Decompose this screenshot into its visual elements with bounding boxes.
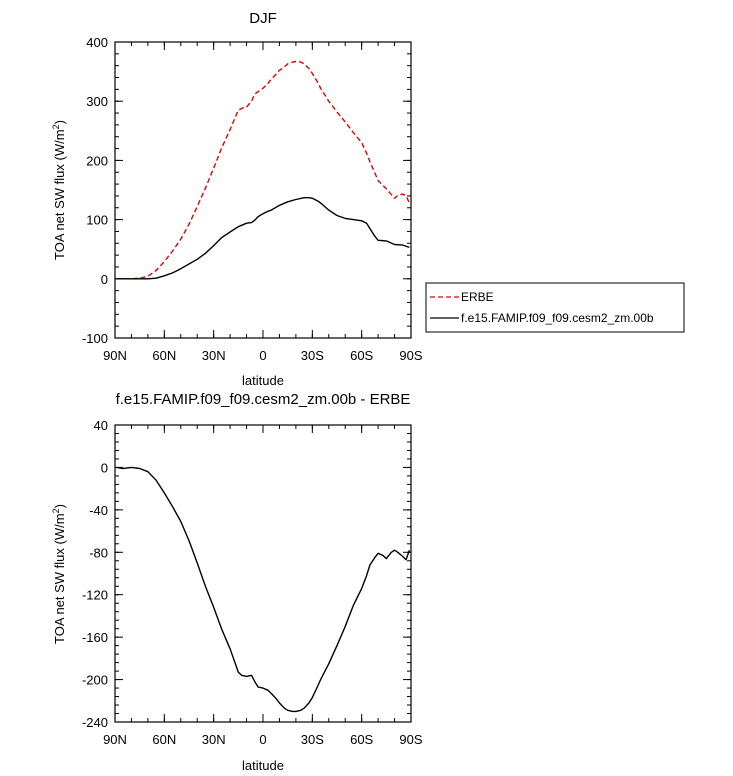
top-plot-frame — [114, 41, 412, 339]
top-panel: DJF 90N 60N 30N 0 30S 60S 90S 400 300 200 100 0 -10… — [51, 10, 423, 388]
bottom-y-ticks: 40 0 -40 -80 -120 -160 -200 -240 — [82, 418, 108, 730]
top-y-ticks: 400 300 200 100 0 -100 — [82, 35, 108, 346]
top-chart-title: DJF — [249, 10, 277, 27]
top-x-axis-label: latitude — [242, 373, 284, 388]
bottom-y-axis-label: TOA net SW flux (W/m2) — [51, 504, 67, 644]
x-tick-label: 30S — [301, 348, 324, 363]
x-tick-label: 30N — [202, 348, 226, 363]
top-y-axis-label: TOA net SW flux (W/m2) — [51, 120, 67, 260]
y-tick-label: -160 — [82, 630, 108, 645]
y-tick-label: 300 — [86, 94, 108, 109]
bottom-x-axis-label: latitude — [242, 758, 284, 773]
y-tick-label: -80 — [89, 545, 108, 560]
x-tick-label: 60S — [350, 348, 373, 363]
y-tick-label: 0 — [101, 460, 108, 475]
y-tick-label: 0 — [101, 272, 108, 287]
bottom-chart-title: f.e15.FAMIP.f09_f09.cesm2_zm.00b - ERBE — [116, 391, 411, 408]
x-tick-label: 30S — [301, 732, 324, 747]
x-tick-label: 60N — [152, 348, 176, 363]
bottom-plot-frame — [114, 424, 412, 723]
x-tick-label: 0 — [259, 348, 266, 363]
top-series — [116, 60, 411, 280]
legend-model-label: f.e15.FAMIP.f09_f09.cesm2_zm.00b — [461, 311, 654, 325]
x-tick-label: 30N — [202, 732, 226, 747]
erbe-series-line — [116, 60, 411, 280]
top-x-ticks: 90N 60N 30N 0 30S 60S 90S — [103, 348, 423, 363]
y-tick-label: 200 — [86, 153, 108, 168]
top-axes — [114, 41, 412, 339]
y-tick-label: -200 — [82, 673, 108, 688]
bottom-series — [116, 466, 411, 713]
x-tick-label: 0 — [259, 732, 266, 747]
y-tick-label: 400 — [86, 35, 108, 50]
y-tick-label: -40 — [89, 503, 108, 518]
legend: ERBE f.e15.FAMIP.f09_f09.cesm2_zm.00b — [425, 282, 685, 333]
x-tick-label: 90N — [103, 348, 127, 363]
bottom-panel: f.e15.FAMIP.f09_f09.cesm2_zm.00b - ERBE … — [51, 391, 423, 773]
x-tick-label: 60N — [152, 732, 176, 747]
y-tick-label: 100 — [86, 213, 108, 228]
y-tick-label: -120 — [82, 588, 108, 603]
y-tick-label: -240 — [82, 715, 108, 730]
x-tick-label: 90S — [399, 348, 422, 363]
y-tick-label: -100 — [82, 331, 108, 346]
x-tick-label: 60S — [350, 732, 373, 747]
legend-erbe-label: ERBE — [461, 290, 494, 304]
y-tick-label: 40 — [94, 418, 108, 433]
bottom-x-ticks: 90N 60N 30N 0 30S 60S 90S — [103, 732, 423, 747]
difference-series-line — [116, 466, 411, 713]
x-tick-label: 90S — [399, 732, 422, 747]
legend-box — [425, 282, 685, 333]
x-tick-label: 90N — [103, 732, 127, 747]
model-series-line — [116, 196, 410, 280]
